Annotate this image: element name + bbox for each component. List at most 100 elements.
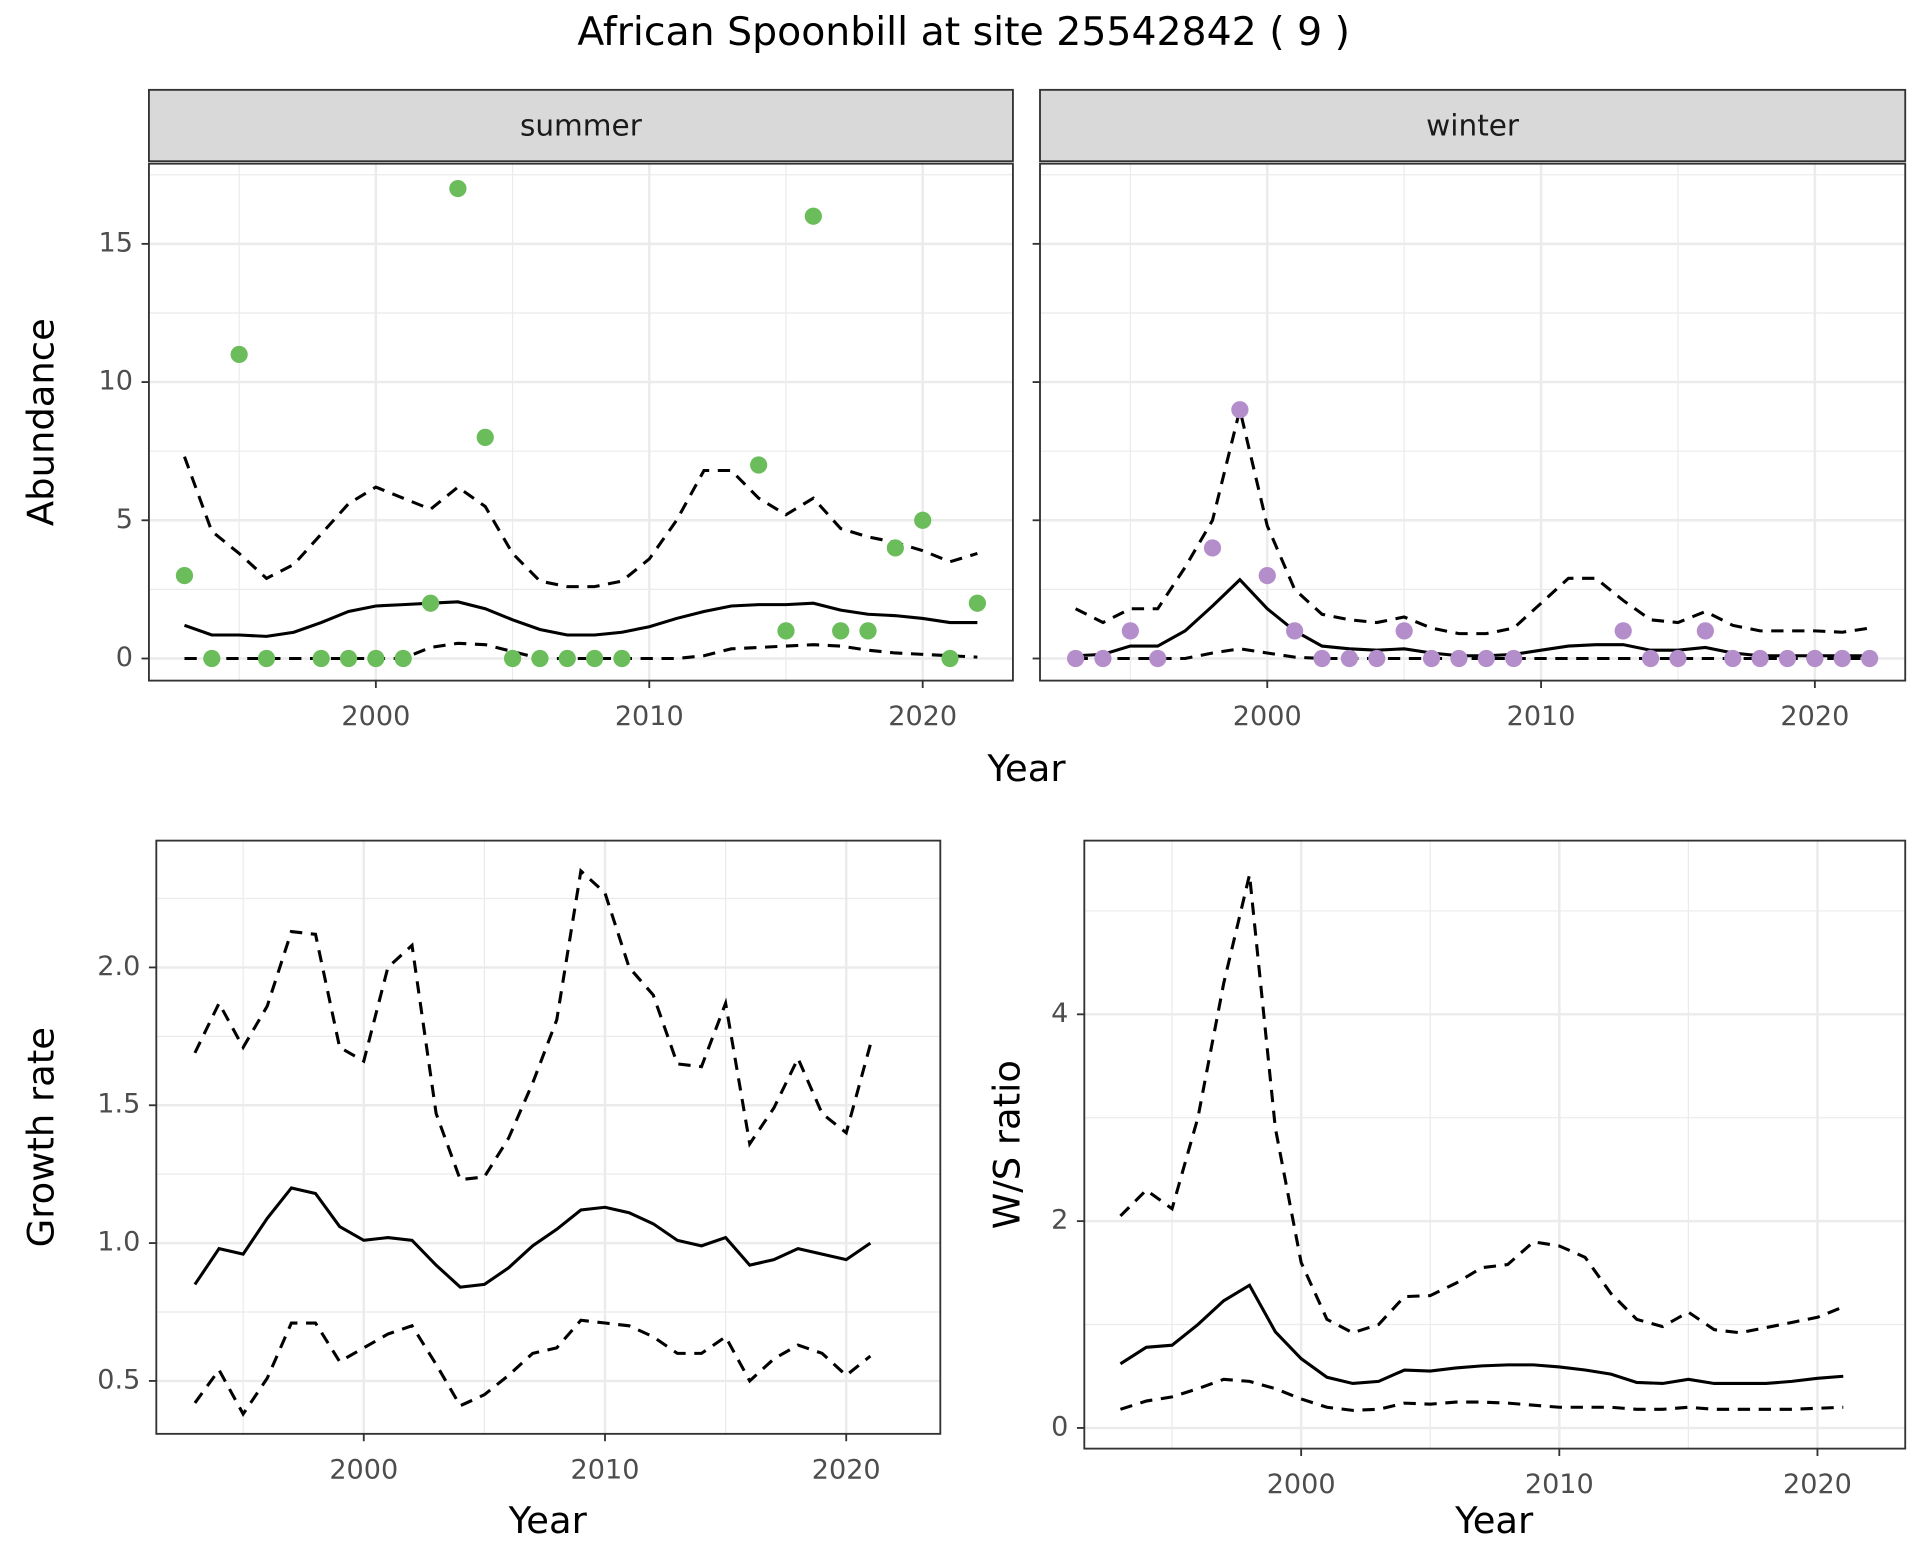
point — [339, 649, 358, 668]
panel-background — [1084, 840, 1906, 1449]
point — [886, 539, 904, 557]
x-tick-label: 2020 — [888, 701, 957, 732]
point — [1833, 649, 1851, 668]
point — [1669, 649, 1687, 668]
point — [1203, 539, 1222, 557]
point — [394, 649, 412, 668]
point — [257, 649, 276, 668]
facet-strip-label: summer — [520, 108, 643, 142]
point — [832, 622, 850, 640]
y-tick-label: 4 — [1051, 998, 1068, 1029]
series-line — [183, 456, 978, 589]
series-line — [183, 600, 978, 638]
y-tick-label: 5 — [116, 504, 133, 535]
point — [1066, 649, 1085, 668]
y-tick-label: 0 — [116, 642, 133, 673]
y-tick-label: 0 — [1051, 1411, 1068, 1442]
panel-background — [148, 163, 1013, 681]
point — [941, 649, 959, 668]
x-tick-label: 2000 — [1267, 1469, 1336, 1500]
point — [804, 207, 822, 225]
facet-strip-label: winter — [1426, 108, 1520, 142]
point — [503, 649, 522, 668]
point — [1094, 649, 1112, 668]
x-tick-label: 2010 — [1507, 701, 1576, 732]
point — [1477, 649, 1495, 668]
point — [914, 511, 932, 529]
y-axis-title: Abundance — [20, 318, 63, 526]
y-tick-label: 1.0 — [97, 1227, 140, 1258]
panel-border — [1083, 839, 1907, 1450]
y-tick-label: 2 — [1051, 1205, 1068, 1236]
x-tick-label: 2020 — [1780, 701, 1849, 732]
point — [1422, 649, 1441, 668]
x-axis-title: Year — [508, 1499, 588, 1542]
point — [968, 594, 986, 612]
series-line — [1074, 409, 1870, 636]
panel-border — [1039, 162, 1907, 682]
x-axis-title: Year — [986, 747, 1066, 790]
x-tick-label: 2010 — [615, 701, 684, 732]
point — [1696, 622, 1714, 640]
point — [1313, 649, 1331, 668]
point — [421, 594, 440, 612]
figure-title: African Spoonbill at site 25542842 ( 9 ) — [577, 9, 1350, 55]
y-tick-label: 15 — [98, 227, 132, 258]
x-tick-label: 2000 — [329, 1454, 398, 1485]
point — [1505, 649, 1523, 668]
series-line — [1119, 1283, 1844, 1386]
point — [1861, 649, 1879, 668]
x-axis-title: Year — [1454, 1499, 1534, 1542]
point — [1340, 649, 1359, 668]
y-tick-label: 1.5 — [97, 1089, 140, 1120]
point — [613, 649, 631, 668]
panel-border — [155, 839, 942, 1435]
x-tick-label: 2010 — [571, 1454, 640, 1485]
point — [367, 649, 385, 668]
point — [1368, 649, 1386, 668]
point — [1778, 649, 1797, 668]
point — [1751, 649, 1769, 668]
series-line — [1119, 1377, 1844, 1412]
point — [1614, 622, 1632, 640]
point — [777, 622, 795, 640]
point — [1450, 649, 1468, 668]
panel-background — [156, 840, 941, 1434]
point — [1724, 649, 1742, 668]
facet-strip — [1039, 88, 1907, 163]
x-tick-label: 2020 — [812, 1454, 881, 1485]
point — [1395, 622, 1413, 640]
point — [585, 649, 604, 668]
point — [750, 456, 768, 474]
x-tick-label: 2000 — [341, 701, 410, 732]
panel-background — [1040, 163, 1906, 681]
point — [230, 345, 248, 364]
y-tick-label: 10 — [98, 366, 132, 397]
x-tick-label: 2020 — [1783, 1469, 1852, 1500]
series-line — [1075, 647, 1870, 661]
point — [203, 649, 221, 668]
point — [476, 428, 494, 446]
point — [1641, 649, 1660, 668]
point — [1286, 622, 1304, 640]
point — [1121, 622, 1139, 640]
point — [1149, 649, 1167, 668]
y-tick-label: 2.0 — [97, 951, 140, 982]
point — [531, 649, 549, 668]
y-axis-title: W/S ratio — [986, 1060, 1029, 1229]
point — [859, 622, 877, 640]
series-line — [193, 1186, 872, 1289]
y-axis-title: Growth rate — [20, 1027, 63, 1247]
series-line — [193, 1318, 872, 1417]
y-tick-label: 0.5 — [97, 1364, 140, 1395]
point — [449, 179, 467, 198]
facet-strip — [148, 88, 1014, 163]
point — [558, 649, 576, 668]
x-tick-label: 2000 — [1233, 701, 1302, 732]
panel-border — [148, 162, 1014, 682]
x-tick-label: 2010 — [1525, 1469, 1594, 1500]
point — [1231, 401, 1249, 419]
point — [1806, 649, 1824, 668]
